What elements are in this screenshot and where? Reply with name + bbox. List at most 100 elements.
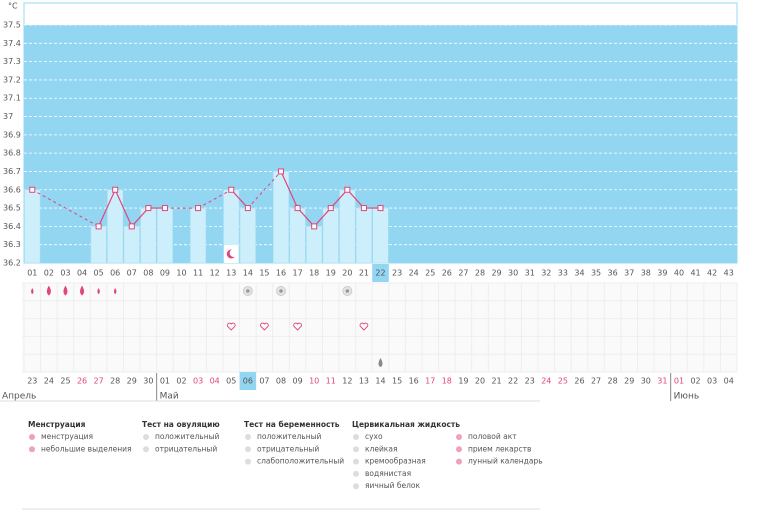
temp-column (289, 207, 306, 264)
ovulation-neg-dot (345, 289, 350, 293)
menstruation-icon (113, 288, 117, 295)
legend-item: небольшие выделения (41, 444, 132, 453)
date: 19 (458, 377, 468, 386)
date: 31 (657, 377, 667, 386)
cycle-day: 20 (342, 269, 352, 278)
heart-icon (226, 322, 236, 331)
cycle-day: 26 (442, 269, 452, 278)
y-unit: °C (8, 2, 18, 11)
date: 03 (707, 377, 717, 386)
cycle-day: 32 (541, 269, 551, 278)
y-tick-label: 36.3 (3, 240, 21, 249)
temp-column (322, 207, 339, 264)
cycle-day: 42 (707, 269, 717, 278)
y-tick-label: 36.9 (3, 130, 21, 139)
temp-column (90, 226, 107, 264)
temp-line (230, 189, 249, 209)
cycle-day: 30 (508, 269, 518, 278)
temp-column (239, 207, 256, 264)
y-tick-label: 37.4 (3, 39, 21, 48)
cycle-day: 41 (690, 269, 700, 278)
heart-icon (359, 322, 369, 331)
temp-point (377, 205, 384, 212)
temp-point (327, 205, 334, 212)
date: 06 (243, 377, 253, 386)
date: 30 (143, 377, 153, 386)
legend: Менструация менструация небольшие выделени… (28, 420, 543, 490)
cycle-day: 27 (458, 269, 468, 278)
temp-column (140, 207, 157, 264)
date: 12 (342, 377, 352, 386)
cycle-day: 37 (624, 269, 634, 278)
legend-title: Тест на овуляцию (142, 420, 220, 429)
cycle-day: 04 (77, 269, 87, 278)
y-tick-label: 36.2 (3, 259, 21, 268)
temp-column (339, 189, 356, 264)
legend-icon (245, 434, 251, 440)
y-tick-label: 36.4 (3, 222, 21, 231)
cycle-day: 08 (143, 269, 153, 278)
legend-icon (245, 446, 251, 453)
temp-point (161, 205, 168, 212)
heart-icon (260, 322, 269, 331)
date: 15 (392, 377, 402, 386)
legend-item: яичный белок (365, 481, 421, 490)
cycle-day: 40 (674, 269, 684, 278)
date: 23 (525, 377, 535, 386)
date: 21 (491, 377, 501, 386)
cycle-day: 03 (60, 269, 70, 278)
legend-title: Тест на беременность (244, 420, 340, 429)
cycle-day: 25 (425, 269, 435, 278)
legend-item: лунный календарь (468, 457, 543, 466)
cycle-day: 21 (359, 269, 369, 278)
temp-point (360, 205, 367, 212)
legend-icon (353, 470, 359, 477)
menstruation-icon (46, 285, 51, 296)
legend-item: отрицательный (155, 444, 217, 453)
date: 27 (591, 377, 601, 386)
ovulation-neg-dot (279, 289, 283, 293)
date: 17 (425, 377, 435, 386)
cycle-day: 29 (491, 269, 501, 278)
temp-point (195, 205, 202, 212)
y-tick-label: 37.3 (3, 57, 21, 66)
legend-icon (143, 446, 149, 453)
legend-icon (353, 483, 359, 490)
legend-item: положительный (257, 432, 322, 441)
date: 14 (375, 377, 385, 386)
temp-column (306, 226, 323, 264)
cycle-day: 11 (193, 269, 203, 278)
cycle-day: 15 (259, 269, 269, 278)
date: 26 (574, 377, 584, 386)
temp-point (128, 223, 135, 230)
legend-icon (245, 458, 251, 465)
date: 04 (724, 377, 734, 386)
icon-grid-bg (22, 283, 737, 372)
moon-cut (229, 249, 238, 257)
legend-item: клейкая (365, 444, 397, 453)
menstruation-icon (31, 288, 34, 295)
legend-item: менструация (41, 432, 93, 441)
date: 13 (359, 377, 369, 386)
temp-column (123, 226, 140, 264)
y-tick-label: 37.1 (3, 94, 21, 103)
temp-column (190, 207, 207, 264)
month-label: Май (160, 392, 179, 402)
temp-point (294, 205, 301, 212)
gap-connector (247, 171, 282, 209)
legend-item: сухо (365, 432, 383, 441)
y-tick-label: 37.5 (3, 21, 21, 30)
legend-item: кремообразная (365, 457, 426, 466)
date: 07 (259, 377, 269, 386)
legend-item: половой акт (468, 432, 517, 441)
month-label: Апрель (2, 392, 36, 402)
date: 24 (541, 377, 551, 386)
temp-point (344, 186, 351, 193)
menstruation-icon (97, 288, 100, 295)
legend-icon (353, 434, 359, 440)
cycle-day: 38 (641, 269, 651, 278)
date: 27 (94, 377, 104, 386)
cycle-day: 34 (574, 269, 584, 278)
temp-point (95, 223, 102, 230)
